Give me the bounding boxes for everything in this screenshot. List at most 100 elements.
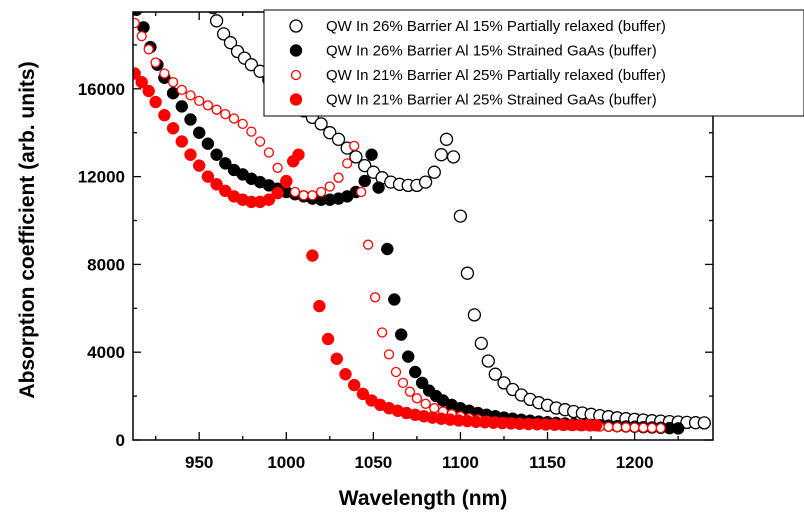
series-2-point-11 — [210, 148, 223, 161]
series-3-point-10 — [202, 100, 214, 111]
series-1-point-3 — [216, 27, 231, 41]
legend-marker-4 — [289, 93, 303, 106]
series-4-point-9 — [192, 159, 206, 172]
series-3-point-59 — [612, 421, 623, 433]
series-4-point-10 — [201, 170, 215, 183]
series-4-point-21 — [292, 148, 305, 161]
series-3-point-15 — [246, 126, 257, 137]
series-3-point-27 — [349, 140, 360, 152]
series-3-point-1 — [133, 17, 140, 29]
series-3-point-30 — [369, 292, 381, 303]
series-1-point-27 — [418, 175, 433, 189]
series-1-point-4 — [223, 36, 238, 50]
series-3-point-61 — [629, 422, 640, 433]
legend-label-3: QW In 21% Barrier Al 25% Partially relax… — [326, 67, 666, 84]
x-tick-label-1100: 1100 — [442, 453, 479, 472]
series-4-point-22 — [306, 249, 319, 262]
series-1-point-19 — [349, 150, 363, 164]
series-3-point-12 — [220, 108, 231, 120]
series-2-point-34 — [401, 350, 415, 363]
series-4-point-55 — [590, 419, 603, 432]
series-3-point-11 — [211, 104, 222, 115]
x-tick-label-1000: 1000 — [267, 453, 305, 472]
series-3-point-33 — [390, 366, 402, 378]
series-3-point-38 — [429, 403, 440, 414]
series-4-point-19 — [280, 174, 293, 188]
legend: QW In 26% Barrier Al 15% Partially relax… — [263, 9, 804, 117]
series-3-point-26 — [342, 158, 353, 169]
series-3-point-34 — [397, 377, 409, 389]
series-3-point-6 — [167, 77, 179, 88]
series-1-point-7 — [244, 58, 259, 72]
series-4-point-17 — [262, 193, 276, 206]
series-1-point-33 — [460, 266, 475, 280]
legend-label-4: QW In 21% Barrier Al 25% Strained GaAs (… — [326, 92, 657, 109]
series-1-point-20 — [358, 158, 372, 173]
series-1 — [208, 12, 711, 430]
series-2-point-33 — [394, 328, 408, 341]
series-4-point-7 — [175, 135, 189, 148]
series-2-point-7 — [175, 100, 189, 113]
series-layer — [133, 12, 711, 435]
series-1-point-30 — [439, 132, 454, 146]
legend-marker-2 — [289, 44, 303, 57]
series-3-point-9 — [194, 95, 205, 107]
series-4-point-8 — [184, 148, 197, 161]
series-1-point-17 — [331, 132, 346, 146]
series-1-point-32 — [453, 209, 468, 223]
series-3-point-17 — [263, 147, 275, 158]
y-tick-label-12000: 12000 — [78, 168, 125, 187]
y-tick-label-4000: 4000 — [87, 343, 125, 362]
series-3-point-64 — [655, 422, 666, 434]
series-4-point-25 — [330, 352, 344, 366]
series-3-point-2 — [136, 30, 147, 42]
series-1-point-35 — [474, 336, 488, 351]
series-4-point-3 — [142, 84, 155, 98]
series-1-point-2 — [209, 14, 224, 28]
x-tick-label-1150: 1150 — [529, 453, 566, 472]
series-1-point-61 — [697, 416, 711, 430]
y-tick-label-16000: 16000 — [78, 80, 125, 99]
series-3-point-32 — [383, 349, 395, 360]
series-4-point-23 — [313, 299, 326, 313]
series-4-point-5 — [158, 108, 171, 122]
series-3-point-36 — [411, 393, 423, 404]
series-2-point-9 — [192, 126, 206, 139]
y-tick-label-0: 0 — [116, 431, 125, 450]
series-3-point-8 — [185, 90, 196, 101]
series-4-point-26 — [339, 367, 352, 381]
legend-marker-1 — [289, 19, 303, 33]
series-1-point-29 — [434, 148, 448, 162]
series-2-point-12 — [219, 157, 232, 170]
legend-box — [263, 9, 804, 117]
series-3-point-21 — [298, 190, 309, 201]
series-3-point-4 — [150, 57, 161, 68]
series-3-point-35 — [404, 386, 416, 397]
series-3-point-60 — [620, 422, 632, 433]
x-axis-title: Wavelength (nm) — [339, 487, 507, 510]
legend-label-2: QW In 26% Barrier Al 15% Strained GaAs (… — [326, 43, 657, 60]
series-3-point-13 — [228, 113, 240, 124]
series-3-point-7 — [176, 84, 187, 96]
legend-marker-3 — [290, 69, 302, 81]
series-3-point-18 — [272, 162, 283, 173]
series-2-point-28 — [358, 174, 371, 188]
y-tick-label-8000: 8000 — [87, 255, 125, 274]
series-4-point-11 — [210, 178, 223, 191]
series-3-point-63 — [646, 422, 658, 434]
series-3-point-14 — [237, 118, 248, 130]
series-2-point-30 — [372, 181, 385, 194]
series-1-point-16 — [323, 126, 337, 140]
x-tick-label-1200: 1200 — [616, 453, 654, 472]
y-axis-title: Absorption coefficient (arb. units) — [16, 61, 39, 398]
series-2-point-31 — [381, 242, 394, 256]
series-1-point-15 — [314, 117, 328, 131]
series-3-point-29 — [362, 239, 374, 250]
series-4-point-6 — [166, 122, 180, 135]
series-3-point-25 — [333, 172, 344, 183]
series-2-point-29 — [365, 148, 378, 161]
series-1-point-36 — [481, 354, 495, 368]
series-4-point-27 — [347, 378, 361, 392]
series-2-point-35 — [408, 365, 422, 379]
